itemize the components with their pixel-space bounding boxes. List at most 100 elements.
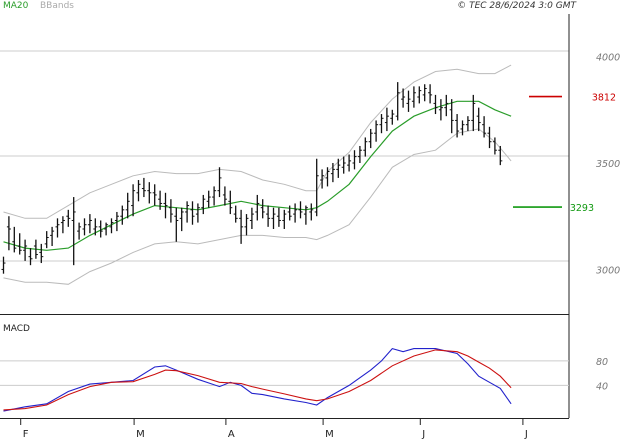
price-bar (174, 207, 179, 242)
ma20-path (3, 100, 512, 251)
price-bar (352, 150, 357, 170)
price-tick-3000: 3000 (596, 265, 620, 276)
resistance-label: 3812 (592, 93, 616, 104)
price-bar (120, 205, 125, 225)
macd-series-macd (3, 347, 512, 412)
price-tick-4000: 4000 (596, 53, 620, 64)
price-bar (98, 220, 103, 238)
price-bar (244, 214, 249, 236)
price-bar (158, 190, 163, 210)
price-bar (271, 207, 276, 229)
price-bar (363, 137, 368, 157)
price-bar (55, 218, 60, 238)
price-bar (249, 207, 254, 229)
price-bar (239, 209, 244, 244)
price-bar (303, 205, 308, 225)
price-bar (293, 203, 298, 223)
price-bar (195, 203, 200, 223)
bollinger-bands (3, 64, 512, 285)
price-bar (114, 211, 119, 232)
month-label: M (325, 429, 334, 440)
price-bar (33, 239, 38, 259)
price-bar (411, 86, 416, 108)
price-bar (406, 90, 411, 112)
price-bar (109, 218, 114, 234)
ma20-line (3, 100, 512, 251)
price-bar (44, 231, 49, 249)
price-bar (266, 205, 271, 227)
price-bar (314, 158, 319, 217)
price-bar (476, 107, 481, 132)
macd-title: MACD (3, 324, 30, 334)
month-label: M (136, 429, 145, 440)
price-bar (136, 180, 141, 202)
price-bar (141, 177, 146, 198)
price-bar (23, 239, 28, 261)
price-bar (471, 94, 476, 132)
price-bar (330, 163, 335, 183)
price-bar (384, 107, 389, 132)
price-tick-3500: 3500 (596, 159, 620, 170)
price-bar (190, 201, 195, 225)
price-bar (206, 190, 211, 208)
price-bar (212, 186, 217, 206)
price-levels: 3812 3293 (513, 93, 616, 214)
price-bar (287, 205, 292, 221)
price-bar (201, 194, 206, 215)
price-bar (482, 116, 487, 138)
legend-bbands: BBands (40, 1, 74, 11)
price-bars (1, 82, 503, 274)
price-bar (222, 186, 227, 206)
price-bar (460, 120, 465, 136)
month-label: F (23, 429, 29, 440)
price-bar (82, 218, 87, 236)
price-bar (60, 216, 65, 234)
price-bar (492, 137, 497, 155)
copyright-text: © TEC 28/6/2024 3:0 GMT (457, 1, 577, 11)
price-bar (433, 94, 438, 115)
price-bar (104, 222, 109, 236)
price-bar (50, 226, 55, 247)
month-label: J (421, 429, 425, 440)
price-bar (428, 84, 433, 104)
price-bar (168, 199, 173, 223)
price-bar (417, 86, 422, 104)
price-bar (465, 116, 470, 132)
price-bar (12, 226, 17, 253)
bband-upper (3, 64, 512, 219)
price-bar (498, 145, 503, 166)
price-bar (260, 199, 265, 219)
price-bar (309, 203, 314, 221)
legend-ma20: MA20 (3, 1, 29, 11)
price-bar (487, 126, 492, 149)
price-bar (368, 128, 373, 149)
price-bar (374, 120, 379, 142)
price-bar (233, 205, 238, 223)
macd-tick-80: 80 (596, 357, 608, 368)
month-label: J (524, 429, 528, 440)
price-bar (379, 114, 384, 134)
price-bar (341, 156, 346, 174)
price-bar (71, 197, 76, 266)
macd-series-signal (3, 349, 512, 411)
price-bar (422, 84, 427, 102)
macd-panel: MACD 80 40 (0, 324, 608, 412)
price-bar (28, 248, 33, 266)
price-bar (347, 154, 352, 172)
price-bar (125, 192, 130, 219)
price-bar (179, 207, 184, 232)
price-bar (336, 158, 341, 178)
price-bar (163, 192, 168, 219)
price-panel: 3812 3293 4000 3500 3000 (0, 50, 620, 285)
price-bar (17, 233, 22, 255)
macd-tick-40: 40 (596, 381, 608, 392)
price-bar (390, 109, 395, 125)
price-bar (357, 145, 362, 163)
price-bar (449, 99, 454, 134)
price-bar (444, 94, 449, 117)
price-bar (185, 201, 190, 223)
price-bar (276, 207, 281, 227)
price-bar (93, 218, 98, 236)
price-bar (131, 184, 136, 217)
